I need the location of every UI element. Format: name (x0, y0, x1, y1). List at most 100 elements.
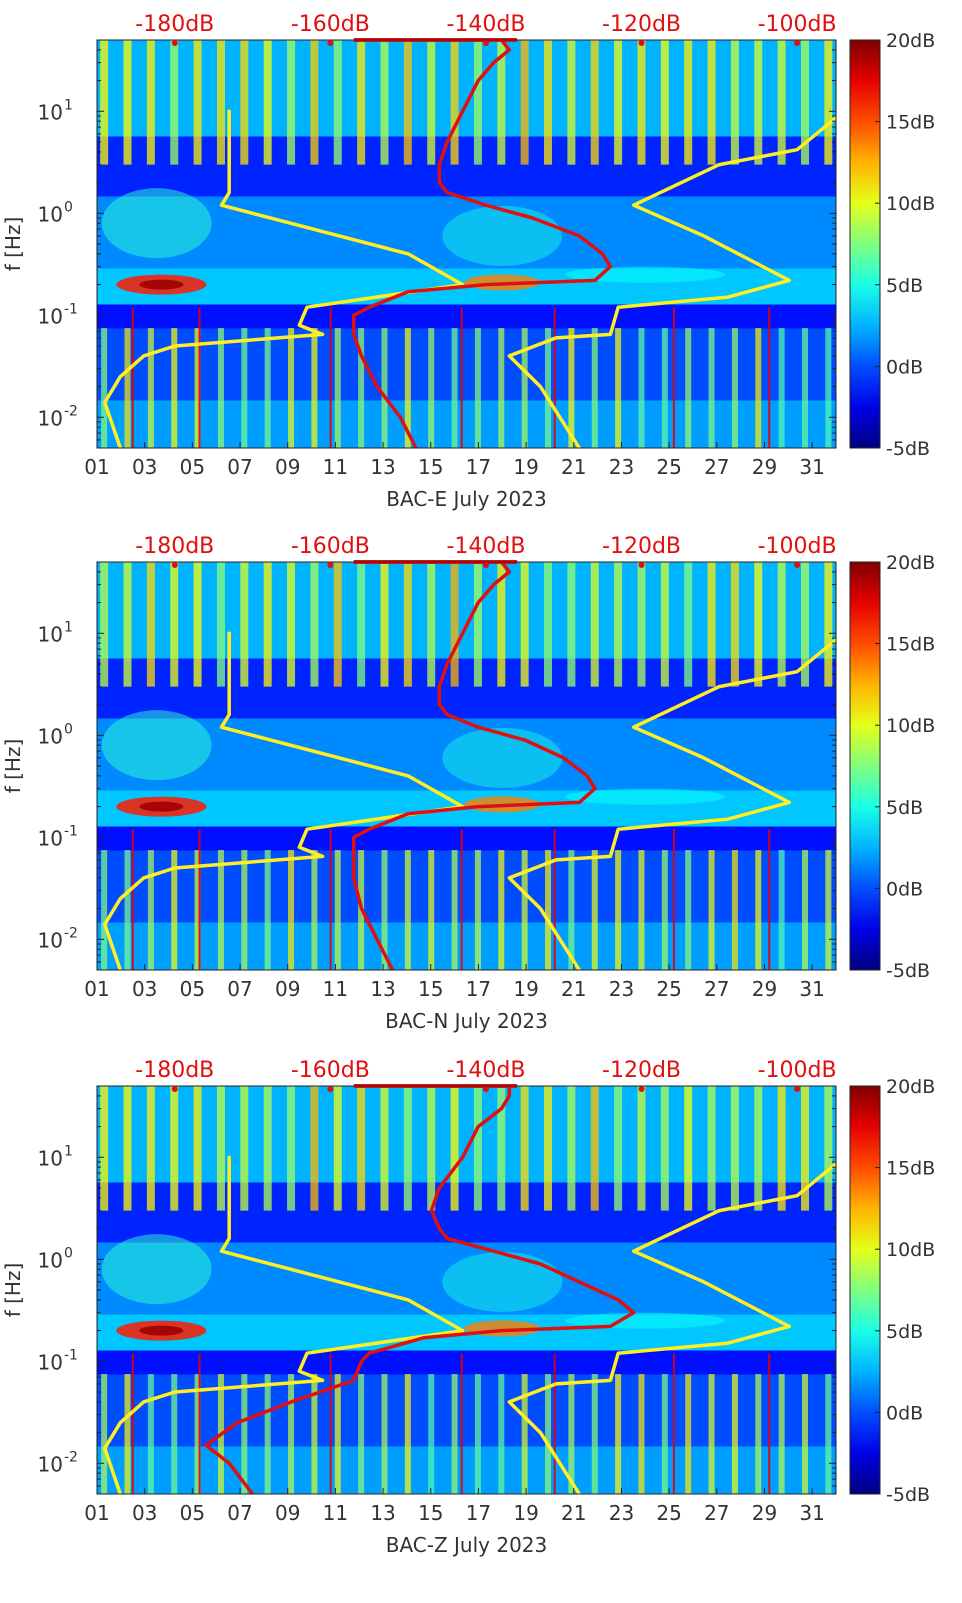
spectrogram-band (97, 88, 836, 101)
top-db-label: -180dB (135, 534, 214, 559)
daily-streak-high (216, 562, 225, 687)
x-tick-label: 21 (561, 977, 586, 1001)
daily-streak-high (240, 40, 249, 165)
top-db-label: -120dB (602, 12, 681, 37)
top-db-tick (638, 1086, 645, 1092)
daily-streak-low (124, 328, 131, 448)
spectrogram-band (97, 112, 836, 125)
y-axis-label: f [Hz] (1, 739, 25, 794)
daily-streak-high (357, 1086, 366, 1211)
daily-streak-high (287, 562, 296, 687)
daily-streak-high (310, 562, 319, 687)
x-tick-label: 09 (275, 977, 300, 1001)
daily-streak-high (450, 40, 459, 165)
colorbar-tick-label: 0dB (886, 1402, 923, 1424)
event-line (672, 307, 675, 448)
daily-streak-high (707, 1086, 716, 1211)
daily-streak-high (170, 562, 179, 687)
top-db-tick (794, 562, 801, 568)
daily-streak-high (216, 40, 225, 165)
curves (103, 1086, 836, 1494)
spectrogram-band (97, 1134, 836, 1147)
y-tick-exponent: -1 (64, 1347, 78, 1363)
daily-streak-low (241, 328, 248, 448)
daily-streak-high (801, 562, 810, 687)
y-axis-label: f [Hz] (1, 217, 25, 272)
colorbar-tick-label: 10dB (886, 193, 935, 215)
top-db-label: -100dB (758, 12, 837, 37)
x-tick-label: 07 (227, 455, 252, 479)
spectrogram-band (97, 1434, 836, 1447)
spectrogram-band (97, 1374, 836, 1387)
y-tick-exponent: 1 (64, 619, 73, 635)
daily-streak-low (288, 850, 295, 970)
microseism-band (565, 788, 726, 805)
x-tick-label: 07 (227, 1501, 252, 1525)
daily-streak-low (568, 850, 575, 970)
top-db-tick (327, 562, 334, 568)
event-line (768, 829, 771, 970)
x-tick-label: 19 (513, 977, 538, 1001)
x-tick-label: 13 (370, 1501, 395, 1525)
daily-streak-high (777, 562, 786, 687)
daily-streak-high (544, 1086, 553, 1211)
x-tick-label: 01 (84, 977, 109, 1001)
daily-streak-high (730, 40, 739, 165)
colorbar-tick-label: 15dB (886, 1158, 935, 1180)
y-tick-exponent: 0 (64, 199, 73, 215)
daily-streak-low (101, 850, 108, 970)
spectrogram-band (97, 598, 836, 611)
daily-streak-high (403, 562, 412, 687)
top-db-label: -160dB (291, 534, 370, 559)
daily-streak-high (473, 1086, 482, 1211)
daily-streak-low (241, 850, 248, 970)
spectrogram-band (97, 1278, 836, 1291)
x-axis-label: BAC-E July 2023 (386, 487, 546, 511)
daily-streak-high (263, 1086, 272, 1211)
daily-streak-high (170, 40, 179, 165)
spectrogram-band (97, 1398, 836, 1411)
daily-streak-low (241, 1374, 248, 1494)
psd-curve (351, 562, 597, 970)
daily-streak-low (451, 328, 458, 448)
daily-streak-high (824, 40, 833, 165)
event-line (460, 1353, 463, 1494)
daily-streak-low (171, 850, 178, 970)
daily-streak-low (288, 1374, 295, 1494)
event-line (553, 307, 556, 448)
y-tick-exponent: 1 (64, 1143, 73, 1159)
daily-streak-high (614, 1086, 623, 1211)
daily-streak-high (754, 562, 763, 687)
spectrogram-band (97, 316, 836, 329)
daily-streak-low (521, 328, 528, 448)
spectrogram-band (97, 874, 836, 887)
daily-streak-high (660, 1086, 669, 1211)
daily-streak-high (614, 562, 623, 687)
spectrogram-band (97, 1470, 836, 1483)
spectrogram-band (97, 232, 836, 245)
y-tick-label: 10 (38, 100, 63, 124)
spectrogram-band (97, 910, 836, 923)
spectrogram-band (97, 1422, 836, 1435)
daily-streak-low (451, 850, 458, 970)
y-tick-exponent: -1 (64, 301, 78, 317)
spectrogram-band (97, 220, 836, 233)
top-db-tick (482, 1086, 489, 1092)
top-db-tick (171, 40, 178, 46)
spectrogram-band (97, 646, 836, 659)
event-line (553, 1353, 556, 1494)
daily-streak-low (101, 328, 108, 448)
spectrogram-band (97, 574, 836, 587)
daily-streak-low (685, 1374, 692, 1494)
daily-streak-high (287, 1086, 296, 1211)
daily-streak-low (381, 328, 388, 448)
daily-streak-low (124, 850, 131, 970)
spectrogram-band (97, 388, 836, 401)
spectrogram-band (97, 1266, 836, 1279)
spectrogram-band (97, 958, 836, 971)
top-db-tick (327, 1086, 334, 1092)
spectrogram-band (97, 934, 836, 947)
top-db-tick (171, 562, 178, 568)
daily-streak-high (263, 40, 272, 165)
daily-streak-high (380, 1086, 389, 1211)
